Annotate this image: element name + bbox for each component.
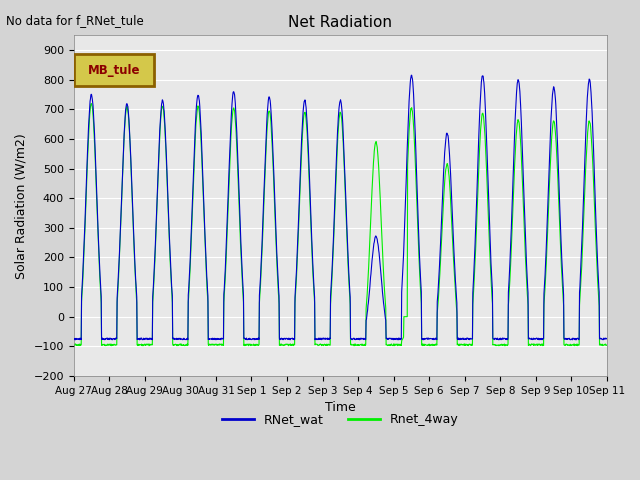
Y-axis label: Solar Radiation (W/m2): Solar Radiation (W/m2) bbox=[15, 133, 28, 278]
X-axis label: Time: Time bbox=[325, 401, 356, 414]
Legend: RNet_wat, Rnet_4way: RNet_wat, Rnet_4way bbox=[218, 408, 463, 431]
FancyBboxPatch shape bbox=[74, 54, 154, 86]
Text: No data for f_RNet_tule: No data for f_RNet_tule bbox=[6, 14, 144, 27]
Title: Net Radiation: Net Radiation bbox=[289, 15, 392, 30]
Text: MB_tule: MB_tule bbox=[88, 64, 140, 77]
